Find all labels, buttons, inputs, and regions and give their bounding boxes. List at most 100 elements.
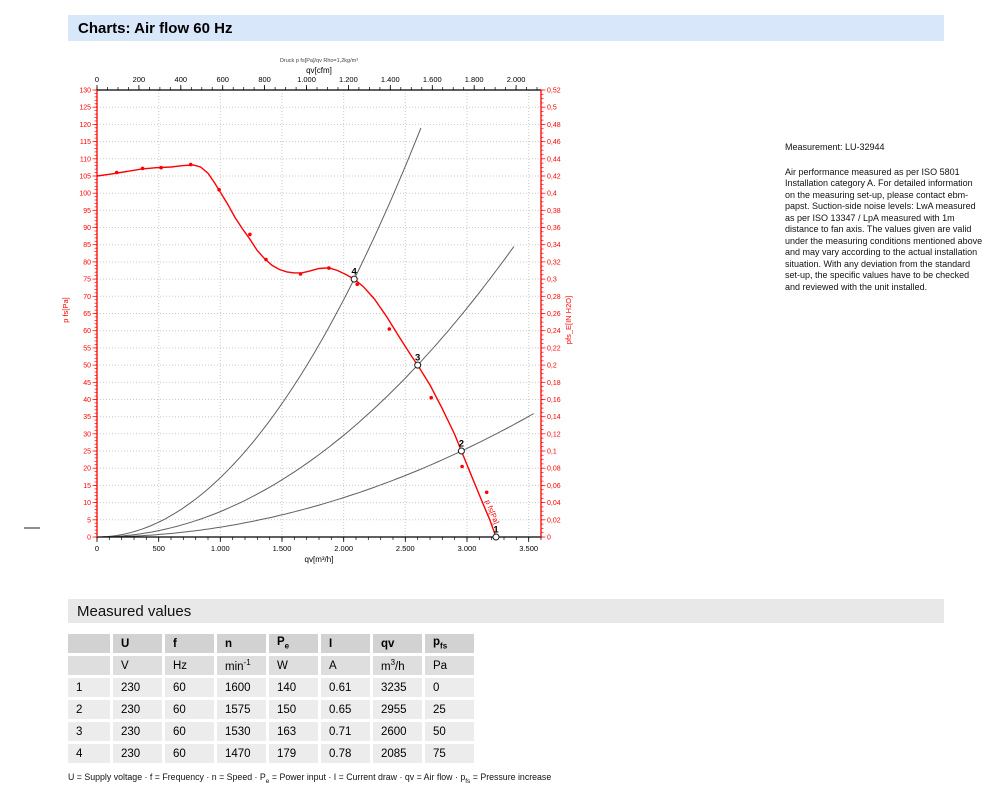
svg-text:0,16: 0,16 (547, 397, 561, 404)
operating-points: 4 3 2 1 (350, 267, 500, 541)
operating-point-marker (492, 533, 500, 541)
table-cell: 0.61 (321, 678, 370, 697)
column-unit: Pa (425, 656, 474, 675)
column-header: U (113, 634, 162, 653)
measured-dot (298, 272, 303, 276)
y-axis-right-labels: 0 0,02 0,04 0,06 0,08 0,1 0,12 0,14 0,16 0,18 0,2 0… (541, 88, 561, 542)
measured-dot (140, 166, 145, 171)
svg-text:0,34: 0,34 (547, 242, 561, 249)
y-axis-left (92, 89, 97, 538)
table-cell: 2600 (373, 722, 422, 741)
svg-text:95: 95 (83, 208, 91, 215)
table-row: 2 230 60 1575 150 0.65 2955 25 (68, 700, 474, 719)
svg-text:0,24: 0,24 (547, 328, 561, 335)
svg-text:0,38: 0,38 (547, 208, 561, 215)
x-axis-top-title: qv[cfm] (306, 66, 332, 75)
table-cell: 3235 (373, 678, 422, 697)
svg-text:0,3: 0,3 (547, 277, 557, 284)
svg-text:3.500: 3.500 (519, 544, 538, 553)
svg-text:2.000: 2.000 (334, 544, 353, 553)
table-cell: 3 (68, 722, 110, 741)
table-cell: 4 (68, 744, 110, 763)
svg-text:0,52: 0,52 (547, 88, 561, 95)
measurement-note-body: Air performance measured as per ISO 5801… (785, 166, 983, 292)
svg-text:130: 130 (79, 88, 91, 95)
fan-curve (96, 164, 497, 538)
svg-text:0,46: 0,46 (547, 139, 561, 146)
operating-point-number: 2 (459, 439, 464, 450)
svg-text:1.800: 1.800 (465, 75, 484, 84)
svg-text:30: 30 (83, 431, 91, 438)
svg-text:0,22: 0,22 (547, 345, 561, 352)
table-cell: 1470 (217, 744, 266, 763)
table-cell: 0.71 (321, 722, 370, 741)
svg-text:100: 100 (79, 191, 91, 198)
svg-text:0,26: 0,26 (547, 311, 561, 318)
column-header: qv (373, 634, 422, 653)
table-cell: 2 (68, 700, 110, 719)
svg-text:0,32: 0,32 (547, 259, 561, 266)
table-row: 1 230 60 1600 140 0.61 3235 0 (68, 678, 474, 697)
measured-dot (460, 464, 464, 469)
table-row: 3 230 60 1530 163 0.71 2600 50 (68, 722, 474, 741)
svg-text:0: 0 (87, 535, 91, 542)
measured-dot (159, 165, 163, 170)
page-title: Charts: Air flow 60 Hz (68, 15, 944, 41)
svg-text:0,08: 0,08 (547, 466, 561, 473)
measured-dot (188, 162, 193, 167)
svg-text:0,18: 0,18 (547, 380, 561, 387)
column-unit: V (113, 656, 162, 675)
svg-text:80: 80 (83, 259, 91, 266)
operating-point-number: 4 (352, 267, 358, 278)
column-unit: A (321, 656, 370, 675)
measured-dot (264, 257, 268, 262)
table-cell: 179 (269, 744, 318, 763)
svg-text:0: 0 (95, 544, 99, 553)
measured-dot (484, 490, 489, 495)
svg-text:55: 55 (83, 345, 91, 352)
table-cell: 2085 (373, 744, 422, 763)
table-cell: 230 (113, 744, 162, 763)
operating-point-number: 1 (493, 525, 499, 536)
svg-text:0,4: 0,4 (547, 191, 557, 198)
column-header: f (165, 634, 214, 653)
x-axis-bottom-labels: 0 500 1.000 1.500 2.000 2.500 3.000 3.500 (95, 537, 538, 553)
table-cell: 0 (425, 678, 474, 697)
svg-text:35: 35 (83, 414, 91, 421)
chart-grid (97, 90, 541, 537)
measured-dot (114, 170, 119, 175)
measurement-note-title: Measurement: LU-32944 (785, 142, 885, 152)
measured-dots (114, 162, 489, 495)
svg-text:125: 125 (79, 105, 91, 112)
svg-text:0,5: 0,5 (547, 105, 557, 112)
table-cell: 60 (165, 744, 214, 763)
chart-subtitle: Druck p fs[Pa]/qv Rho=1,2kg/m³ (280, 58, 358, 64)
operating-point-marker (350, 275, 358, 283)
measured-dot (355, 282, 360, 287)
table-cell: 1575 (217, 700, 266, 719)
measured-dot (217, 187, 221, 192)
measured-dot (429, 395, 434, 400)
table-cell: 1 (68, 678, 110, 697)
column-unit: min-1 (217, 656, 266, 675)
column-header: n (217, 634, 266, 653)
operating-point-marker (414, 361, 422, 369)
table-cell: 1600 (217, 678, 266, 697)
table-cell: 2955 (373, 700, 422, 719)
operating-point-marker (457, 447, 465, 455)
svg-text:70: 70 (83, 294, 91, 301)
column-header: Pe (269, 634, 318, 653)
table-cell: 163 (269, 722, 318, 741)
table-row: 4 230 60 1470 179 0.78 2085 75 (68, 744, 474, 763)
system-curve (96, 127, 422, 538)
svg-text:65: 65 (83, 311, 91, 318)
svg-text:0,1: 0,1 (547, 449, 557, 456)
table-cell: 140 (269, 678, 318, 697)
svg-text:90: 90 (83, 225, 91, 232)
table-cell: 230 (113, 678, 162, 697)
column-unit (68, 656, 110, 675)
table-cell: 60 (165, 700, 214, 719)
table-cell: 230 (113, 700, 162, 719)
